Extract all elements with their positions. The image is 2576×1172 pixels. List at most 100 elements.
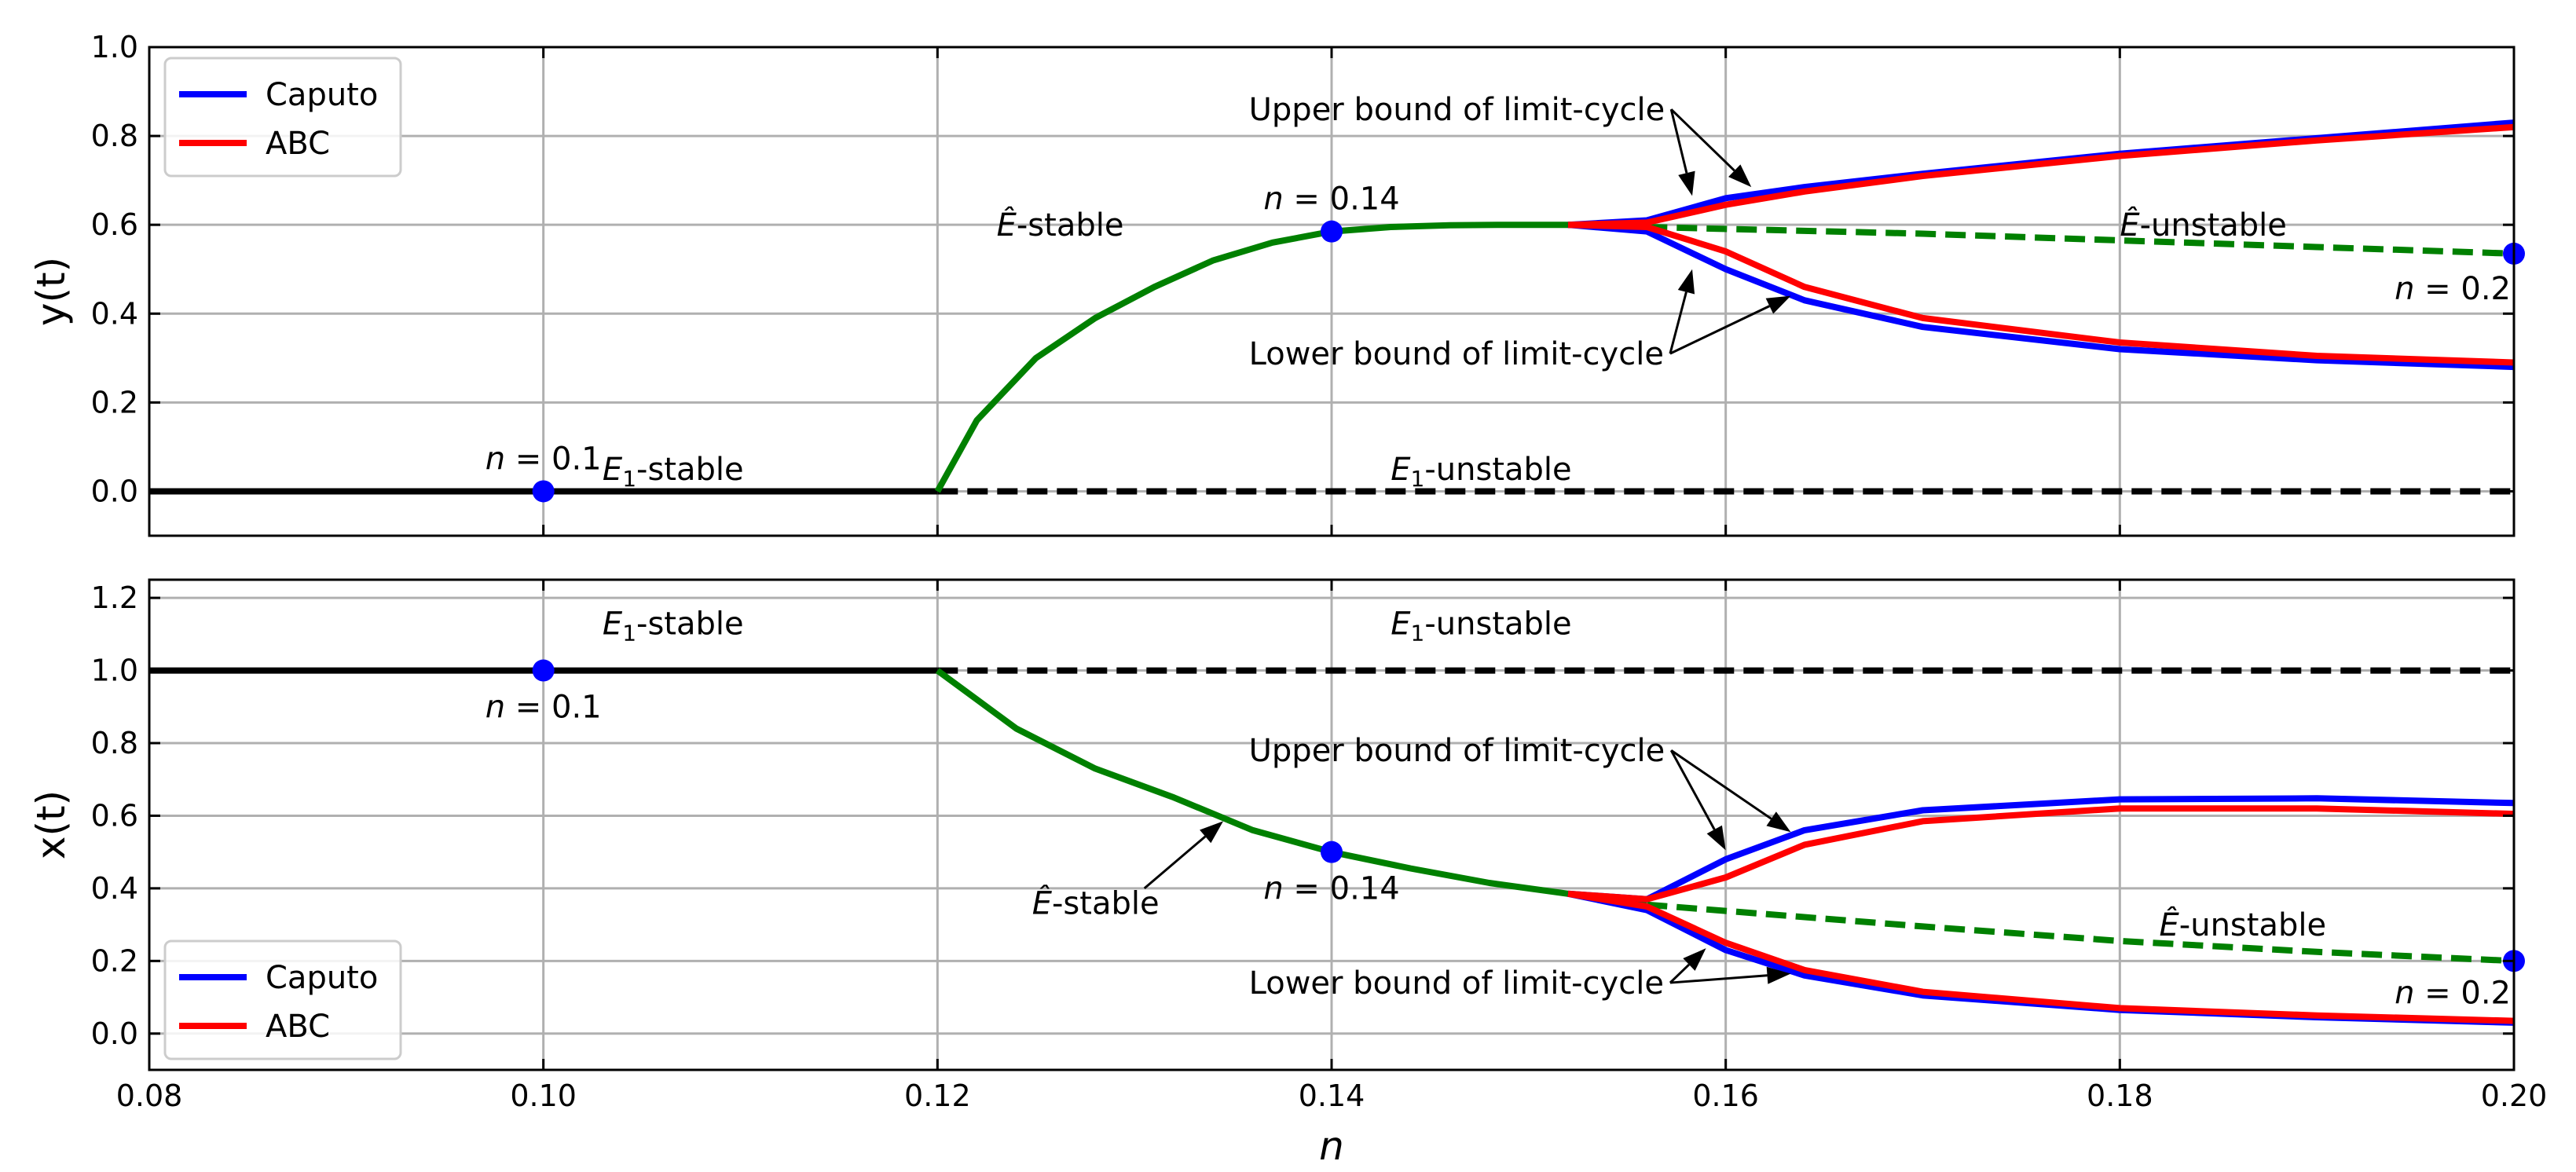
marker-label-value: = 0.14: [1284, 181, 1400, 218]
annotation-arrow: [1669, 269, 1695, 354]
legend-box: [163, 939, 402, 1060]
legend-label-abc: ABC: [266, 126, 330, 162]
annotation-arrow: [1669, 948, 1706, 984]
series-line-abc: [1567, 805, 2515, 903]
region-label: E1-stable: [603, 452, 744, 492]
region-label-suffix: -unstable: [2140, 207, 2287, 244]
equilibrium-e-hat-line: [1646, 901, 2515, 965]
arrow-shaft: [1669, 305, 1771, 355]
marker-label: n = 0.1: [486, 690, 602, 726]
marker-point: [532, 480, 555, 503]
arrow-shaft: [1669, 963, 1691, 984]
arrow-shaft: [1669, 108, 1688, 174]
annotation-arrow: [1143, 821, 1224, 890]
region-label-symbol: Ê: [1032, 884, 1053, 921]
series-line-caputo: [1567, 222, 2515, 371]
region-label: Ê-stable: [1032, 884, 1160, 921]
series-line-abc: [1567, 890, 2515, 1024]
marker-label: n = 0.14: [1263, 181, 1399, 218]
marker-label-value: = 0.1: [505, 690, 602, 726]
panel-y-of-t: Upper bound of limit-cycle Lower bound of…: [28, 30, 2525, 537]
panel-x-of-t: Upper bound of limit-cycle Lower bound of…: [28, 578, 2547, 1169]
marker-label-symbol: n: [1263, 181, 1283, 218]
annotation-arrow: [1669, 749, 1726, 851]
annotations: Upper bound of limit-cycle Lower bound of…: [1143, 733, 1791, 1002]
arrow-shaft: [1670, 108, 1735, 172]
region-label-subscript: 1: [622, 620, 636, 646]
equilibrium-e-hat-line: [1647, 224, 2515, 257]
legend: Caputo ABC: [163, 57, 402, 178]
region-label-subscript: 1: [1411, 466, 1425, 492]
region-label-symbol: E: [1391, 606, 1411, 642]
marker-point: [532, 659, 555, 682]
region-label-subscript: 1: [1411, 620, 1425, 646]
annotation-arrow: [1669, 966, 1791, 984]
marker-label-value: = 0.2: [2414, 271, 2511, 307]
annotation-arrow: [1669, 295, 1791, 355]
arrow-head: [1765, 295, 1791, 314]
x-ticks: 0.08 0.10 0.12 0.14 0.16 0.18 0.20: [116, 580, 2547, 1113]
arrow-shaft: [1670, 749, 1772, 820]
marker-label: n = 0.2: [2395, 271, 2511, 307]
annotation-arrow: [1669, 108, 1695, 196]
arrow-head: [1706, 825, 1726, 851]
y-axis-label: x(t): [28, 790, 74, 859]
region-label-symbol: Ê: [2160, 906, 2180, 943]
arrow-shaft: [1669, 749, 1716, 830]
marker-label-symbol: n: [1263, 871, 1283, 907]
region-label-suffix: -unstable: [2179, 907, 2326, 943]
region-label: E1-unstable: [1391, 606, 1571, 646]
annotation-text: Lower bound of limit-cycle: [1249, 965, 1664, 1002]
region-label-subscript: 1: [622, 466, 636, 492]
series-group: [149, 667, 2515, 1026]
region-label-suffix: -stable: [1052, 885, 1160, 921]
region-label: Ê-stable: [997, 206, 1124, 244]
region-label-suffix: -unstable: [1424, 606, 1571, 642]
marker-label-value: = 0.14: [1284, 871, 1400, 907]
x-tick-label: 0.16: [1692, 1079, 1759, 1113]
region-label-suffix: -unstable: [1424, 452, 1571, 488]
x-tick-label: 0.18: [2087, 1079, 2153, 1113]
marker-label-symbol: n: [486, 690, 505, 726]
marker-point: [1321, 841, 1343, 863]
y-ticks: 0.0 0.2 0.4 0.6 0.8 1.0 1.2: [91, 581, 2514, 1051]
marker-label-symbol: n: [2395, 975, 2414, 1011]
x-ticks: [148, 47, 2516, 536]
y-tick-label: 0.0: [91, 1016, 138, 1051]
arrow-head: [1766, 811, 1791, 833]
region-label-suffix: -stable: [636, 606, 744, 642]
y-tick-label: 0.8: [91, 726, 138, 760]
annotation-arrow: [1670, 108, 1752, 188]
arrow-shaft: [1143, 835, 1207, 890]
y-tick-label: 0.8: [91, 119, 138, 153]
equilibrium-e-hat-line: [935, 668, 1647, 905]
y-ticks: 0.0 0.2 0.4 0.6 0.8 1.0: [91, 30, 2514, 508]
region-label-suffix: -stable: [1017, 207, 1124, 244]
y-tick-label: 1.0: [91, 654, 138, 688]
region-label-symbol: Ê: [2120, 206, 2140, 244]
legend-label-abc: ABC: [266, 1009, 330, 1045]
y-tick-label: 1.0: [91, 30, 138, 64]
arrow-head: [1766, 966, 1791, 984]
region-label-symbol: Ê: [997, 206, 1017, 244]
marker-label: n = 0.1: [486, 441, 602, 477]
region-label: Ê-unstable: [2160, 906, 2327, 943]
series-line-abc: [1567, 222, 2515, 366]
region-label: Ê-unstable: [2120, 206, 2287, 244]
marker-label-symbol: n: [2395, 271, 2414, 307]
annotation-text: Upper bound of limit-cycle: [1249, 92, 1665, 128]
arrow-head: [1683, 948, 1706, 971]
legend-box: [163, 57, 402, 178]
region-label-suffix: -stable: [636, 452, 744, 488]
x-tick-label: 0.12: [904, 1079, 971, 1113]
y-tick-label: 0.4: [91, 871, 138, 906]
y-axis-label: y(t): [28, 257, 74, 326]
y-tick-label: 0.6: [91, 207, 138, 242]
region-label: E1-stable: [603, 606, 744, 646]
annotation-arrow: [1670, 749, 1791, 833]
x-tick-label: 0.10: [510, 1079, 577, 1113]
y-tick-label: 0.4: [91, 296, 138, 331]
y-tick-label: 1.2: [91, 581, 138, 615]
y-tick-label: 0.2: [91, 943, 138, 978]
